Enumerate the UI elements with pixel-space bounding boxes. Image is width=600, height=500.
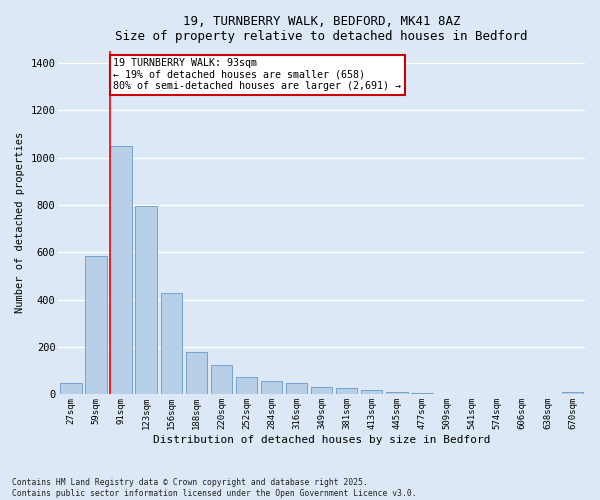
Bar	[60, 382, 82, 394]
Bar	[185, 352, 207, 395]
Bar	[386, 392, 407, 394]
Bar	[562, 392, 583, 394]
Bar	[361, 390, 382, 394]
Bar	[110, 146, 131, 394]
Y-axis label: Number of detached properties: Number of detached properties	[15, 132, 25, 314]
Bar	[311, 388, 332, 394]
Text: 19 TURNBERRY WALK: 93sqm
← 19% of detached houses are smaller (658)
80% of semi-: 19 TURNBERRY WALK: 93sqm ← 19% of detach…	[113, 58, 401, 92]
Bar	[136, 206, 157, 394]
Bar	[261, 382, 282, 394]
Bar	[161, 292, 182, 394]
Bar	[286, 382, 307, 394]
Bar	[412, 393, 433, 394]
Bar	[85, 256, 107, 394]
Title: 19, TURNBERRY WALK, BEDFORD, MK41 8AZ
Size of property relative to detached hous: 19, TURNBERRY WALK, BEDFORD, MK41 8AZ Si…	[115, 15, 528, 43]
Bar	[336, 388, 358, 394]
Bar	[211, 365, 232, 394]
X-axis label: Distribution of detached houses by size in Bedford: Distribution of detached houses by size …	[153, 435, 490, 445]
Bar	[236, 376, 257, 394]
Text: Contains HM Land Registry data © Crown copyright and database right 2025.
Contai: Contains HM Land Registry data © Crown c…	[12, 478, 416, 498]
